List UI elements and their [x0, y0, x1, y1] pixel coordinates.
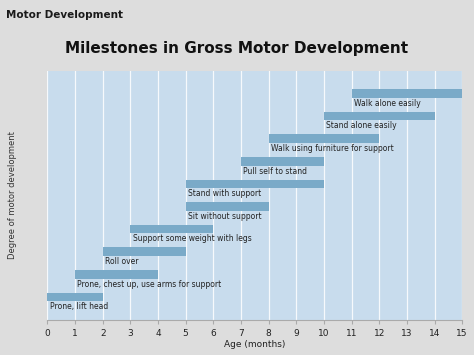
Text: Motor Development: Motor Development: [6, 10, 123, 20]
Text: Roll over: Roll over: [105, 257, 138, 266]
Text: Sit without support: Sit without support: [188, 212, 262, 221]
Bar: [103, 247, 186, 256]
Bar: [324, 112, 435, 120]
Text: Stand alone easily: Stand alone easily: [326, 121, 397, 130]
Bar: [352, 89, 462, 98]
Bar: [241, 157, 324, 166]
Text: Degree of motor development: Degree of motor development: [8, 131, 17, 259]
Bar: [186, 202, 269, 211]
Text: Stand with support: Stand with support: [188, 189, 261, 198]
Bar: [130, 225, 213, 234]
Bar: [47, 293, 103, 301]
Text: Support some weight with legs: Support some weight with legs: [133, 234, 251, 243]
Text: Walk using furniture for support: Walk using furniture for support: [271, 144, 393, 153]
Text: Pull self to stand: Pull self to stand: [243, 166, 307, 176]
Bar: [269, 135, 379, 143]
Bar: [186, 180, 324, 188]
Text: Milestones in Gross Motor Development: Milestones in Gross Motor Development: [65, 41, 409, 56]
Text: Prone, lift head: Prone, lift head: [50, 302, 108, 311]
Text: Prone, chest up, use arms for support: Prone, chest up, use arms for support: [77, 279, 221, 289]
Bar: [75, 270, 158, 279]
X-axis label: Age (months): Age (months): [224, 340, 285, 349]
Text: Walk alone easily: Walk alone easily: [354, 99, 420, 108]
